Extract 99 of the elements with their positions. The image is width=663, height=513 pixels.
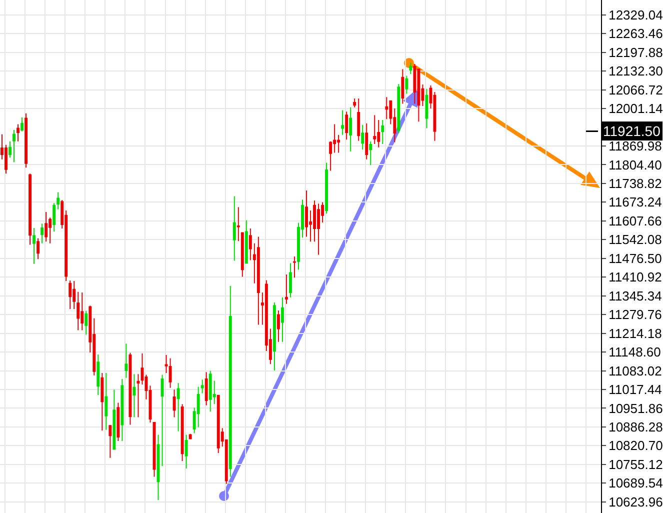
candlestick <box>276 310 280 342</box>
y-tick-label: 11738.82 <box>608 176 662 191</box>
candlestick <box>425 88 428 129</box>
candlestick <box>204 372 208 406</box>
candlestick <box>401 68 404 104</box>
candlestick <box>369 140 372 166</box>
y-tick-label: 10951.86 <box>608 400 663 416</box>
candlestick <box>341 110 344 136</box>
candlestick <box>272 302 276 371</box>
candlestick <box>349 106 352 152</box>
candlestick <box>76 291 80 331</box>
candlestick <box>285 274 288 304</box>
y-tick-label: 11673.24 <box>608 194 662 210</box>
candlestick <box>381 119 384 144</box>
candlestick <box>28 173 32 246</box>
candlestick <box>188 433 192 440</box>
y-tick-label: 11083.02 <box>608 363 662 378</box>
candlestick <box>377 119 380 148</box>
y-tick-label: 12066.72 <box>608 82 663 98</box>
y-tick-label: 11869.98 <box>608 138 662 154</box>
candlestick <box>208 370 212 412</box>
y-tick-label: 11279.76 <box>608 307 662 322</box>
candlestick <box>68 280 72 310</box>
candlestick <box>80 292 84 331</box>
candlestick <box>116 402 120 442</box>
y-tick-label: 11410.92 <box>608 270 662 285</box>
candlestick <box>240 232 244 278</box>
candlestick <box>184 434 188 469</box>
candlestick <box>32 227 36 264</box>
candlestick <box>156 434 160 501</box>
candlestick <box>40 223 44 244</box>
candlestick <box>84 310 88 335</box>
y-tick-label: 12329.04 <box>608 7 663 22</box>
candlestick <box>405 75 408 94</box>
candlestick <box>52 202 56 232</box>
y-tick-label: 10623.96 <box>608 494 663 510</box>
candlestick <box>36 238 40 260</box>
candlestick <box>172 389 176 418</box>
y-tick-label: 10689.54 <box>608 476 663 491</box>
y-tick-label: 11476.50 <box>608 250 662 266</box>
candlestick <box>104 372 108 430</box>
y-tick-label: 11607.66 <box>608 213 662 228</box>
candlestick <box>365 122 368 160</box>
candlestick <box>293 256 296 278</box>
candlestick <box>317 203 320 256</box>
candlestick <box>56 192 60 210</box>
candlestick <box>112 389 116 450</box>
candlestick <box>24 112 28 168</box>
y-tick-label: 11214.18 <box>608 326 662 341</box>
candlestick <box>236 206 240 242</box>
candlestick <box>168 358 172 388</box>
y-tick-label: 11017.44 <box>608 382 662 398</box>
candlestick <box>361 124 364 150</box>
y-tick-label: 12263.46 <box>608 26 663 42</box>
candlestick <box>20 116 24 132</box>
candlestick <box>325 162 328 214</box>
candlestick <box>120 378 124 442</box>
candlestick <box>8 140 12 158</box>
y-tick-label: 11148.60 <box>608 344 661 360</box>
y-tick-label: 12001.14 <box>608 101 663 116</box>
candlestick <box>200 379 204 394</box>
candlestick <box>232 196 236 262</box>
candlestick <box>409 62 412 74</box>
y-tick-label: 12197.88 <box>608 44 663 60</box>
y-tick-label: 11345.34 <box>608 288 662 304</box>
candlestick <box>289 262 292 298</box>
candlestick <box>72 280 76 310</box>
candlestick <box>44 211 48 242</box>
candlestick <box>108 424 112 458</box>
y-tick-label: 12132.30 <box>608 64 663 79</box>
y-tick-label: 11804.40 <box>608 157 662 172</box>
candlestick <box>160 374 164 467</box>
candlestick <box>248 228 252 261</box>
candlestick <box>305 190 308 238</box>
candlestick <box>12 129 16 163</box>
candlestick <box>16 124 20 142</box>
candlestick <box>353 98 356 108</box>
candlestick <box>128 352 132 426</box>
candlestick <box>180 404 184 462</box>
y-tick-label: 10820.70 <box>608 438 663 454</box>
candlestick <box>216 394 220 454</box>
candlestick <box>244 220 248 264</box>
candlestick <box>357 98 360 142</box>
y-tick-label: 11542.08 <box>608 232 662 248</box>
candlestick <box>100 372 104 431</box>
ref-line-label: 11921.50 <box>603 123 661 139</box>
y-tick-label: 10886.28 <box>608 419 663 434</box>
candlestick <box>397 83 400 134</box>
candlestick <box>136 374 140 418</box>
candlestick <box>280 296 284 342</box>
candlestick <box>96 354 100 396</box>
candlestick <box>124 343 128 378</box>
candlestick <box>228 285 232 478</box>
candlestick <box>345 111 348 140</box>
candlestick <box>256 236 260 326</box>
candlestick <box>373 114 376 144</box>
candlestick <box>132 374 136 418</box>
candlestick <box>176 382 180 432</box>
y-tick-label: 10755.12 <box>608 456 663 472</box>
